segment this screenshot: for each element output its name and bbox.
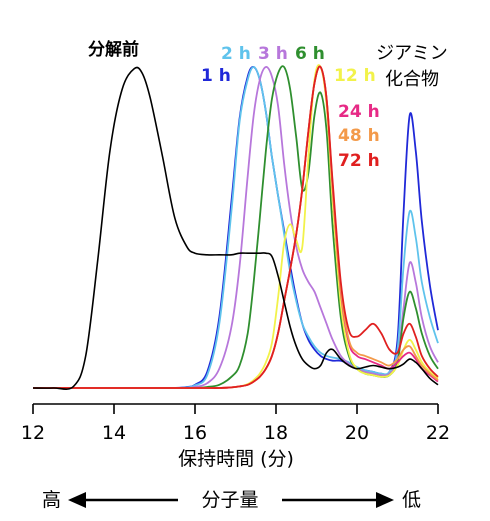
- molecular-weight-axis: 高 分子量 低: [42, 489, 421, 511]
- mw-arrow-left-head: [68, 492, 86, 508]
- series-line-8: [32, 65, 439, 389]
- x-axis-label: 保持時間 (分): [178, 448, 294, 470]
- legend-label-48h: 48 h: [338, 126, 380, 146]
- chromatogram-curves: [32, 64, 439, 390]
- legend-label-1h: 1 h: [201, 66, 231, 86]
- x-axis-ticks: 12 14 16 18 20 22: [21, 404, 450, 444]
- diamine-label-line1: ジアミン: [376, 43, 448, 64]
- legend-label-12h: 12 h: [334, 66, 376, 86]
- mw-axis-label: 分子量: [201, 489, 258, 511]
- x-tick-label: 18: [264, 422, 288, 444]
- mw-low-label: 低: [402, 489, 421, 511]
- legend-label-3h: 3 h: [258, 44, 288, 64]
- series-line-0: [32, 66, 439, 390]
- legend-label-72h: 72 h: [338, 151, 380, 171]
- legend-label-6h: 6 h: [295, 44, 325, 64]
- x-tick-label: 16: [183, 422, 207, 444]
- legend-label-2h: 2 h: [221, 44, 251, 64]
- legend-label-24h: 24 h: [338, 102, 380, 122]
- mw-high-label: 高: [42, 489, 61, 511]
- x-tick-label: 20: [345, 422, 369, 444]
- mw-arrow-right-head: [376, 492, 394, 508]
- x-tick-label: 14: [102, 422, 126, 444]
- x-tick-label: 12: [21, 422, 45, 444]
- x-tick-label: 22: [426, 422, 450, 444]
- diamine-label-line2: 化合物: [385, 69, 439, 90]
- legend-label-before: 分解前: [88, 39, 139, 60]
